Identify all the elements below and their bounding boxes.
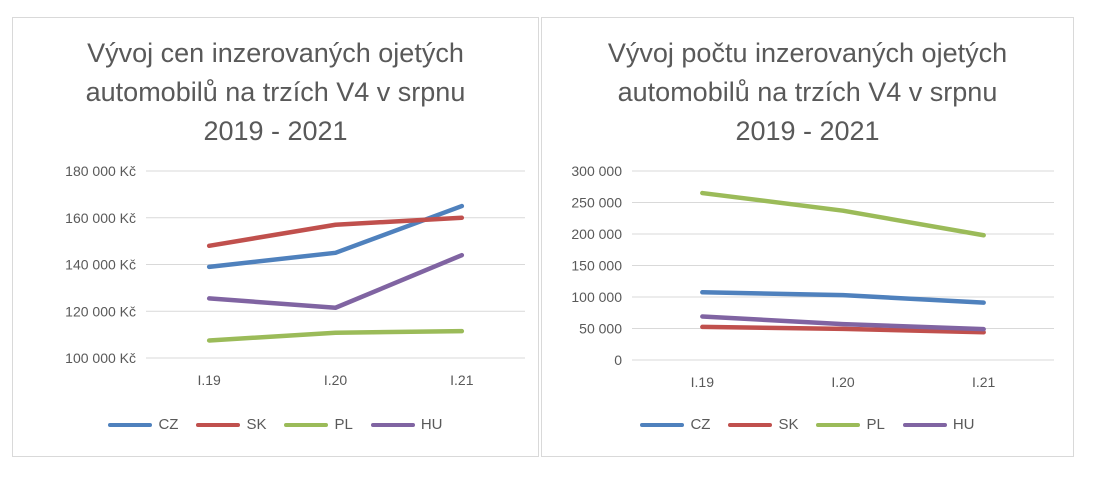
price-chart-panel: Vývoj cen inzerovaných ojetých automobil… [12, 17, 539, 457]
series-line-cz [700, 290, 986, 305]
legend-label: CZ [690, 416, 711, 433]
x-tick-label: I.20 [324, 372, 348, 388]
legend-swatch [284, 422, 329, 427]
y-tick-label: 100 000 Kč [65, 350, 136, 366]
x-tick-label: I.21 [972, 374, 996, 390]
legend-item-cz: CZ [108, 416, 178, 433]
y-tick-label: 180 000 Kč [65, 163, 136, 179]
legend-swatch [728, 422, 773, 427]
y-tick-label: 100 000 [571, 289, 622, 305]
legend-item-pl: PL [816, 416, 885, 433]
chart-title-line: automobilů na trzích V4 v srpnu [617, 77, 998, 107]
legend-item-sk: SK [728, 416, 798, 433]
y-tick-label: 50 000 [579, 321, 622, 337]
chart-title-line: automobilů na trzích V4 v srpnu [85, 77, 466, 107]
legend-swatch [816, 422, 861, 427]
chart-legend: CZ SK PL HU [542, 416, 1073, 433]
legend-label: HU [952, 416, 975, 433]
y-tick-label: 160 000 Kč [65, 210, 136, 226]
chart-title: Vývoj cen inzerovaných ojetých automobil… [13, 34, 538, 151]
legend-label: PL [866, 416, 885, 433]
series-line-hu [206, 252, 465, 310]
chart-title-line: 2019 - 2021 [203, 116, 348, 146]
x-tick-label: I.19 [197, 372, 221, 388]
chart-title-line: 2019 - 2021 [735, 116, 880, 146]
legend-item-hu: HU [370, 416, 443, 433]
y-tick-label: 120 000 Kč [65, 303, 136, 319]
legend-label: PL [334, 416, 353, 433]
y-tick-label: 0 [614, 352, 622, 368]
series-line-pl [206, 328, 465, 343]
legend-swatch [108, 422, 153, 427]
y-tick-label: 300 000 [571, 163, 622, 179]
series-line-sk [700, 324, 986, 335]
y-tick-label: 250 000 [571, 195, 622, 211]
x-tick-label: I.21 [450, 372, 474, 388]
series-line-hu [700, 314, 986, 332]
series-line-cz [206, 203, 465, 270]
legend-swatch [640, 422, 685, 427]
x-tick-label: I.20 [831, 374, 855, 390]
legend-item-sk: SK [196, 416, 266, 433]
legend-label: SK [246, 416, 267, 433]
chart-title-line: Vývoj cen inzerovaných ojetých [87, 38, 464, 68]
count-line-chart: 300 000 250 000 200 000 150 000 100 000 50 00… [571, 163, 1054, 390]
chart-title: Vývoj počtu inzerovaných ojetých automob… [542, 34, 1073, 151]
legend-swatch [196, 422, 241, 427]
chart-title-line: Vývoj počtu inzerovaných ojetých [607, 38, 1008, 68]
series-line-sk [206, 215, 465, 249]
x-tick-label: I.19 [691, 374, 715, 390]
legend-label: CZ [158, 416, 179, 433]
y-tick-label: 140 000 Kč [65, 257, 136, 273]
legend-label: HU [420, 416, 443, 433]
legend-item-cz: CZ [640, 416, 710, 433]
series-line-pl [700, 190, 986, 238]
chart-legend: CZ SK PL HU [13, 416, 538, 433]
price-line-chart: 180 000 Kč 160 000 Kč 140 000 Kč 120 000 Kč… [65, 163, 525, 388]
y-tick-label: 150 000 [571, 258, 622, 274]
y-tick-label: 200 000 [571, 226, 622, 242]
legend-item-hu: HU [902, 416, 975, 433]
legend-swatch [902, 422, 947, 427]
legend-item-pl: PL [284, 416, 353, 433]
count-chart-panel: Vývoj počtu inzerovaných ojetých automob… [541, 17, 1074, 457]
legend-label: SK [778, 416, 799, 433]
legend-swatch [370, 422, 415, 427]
